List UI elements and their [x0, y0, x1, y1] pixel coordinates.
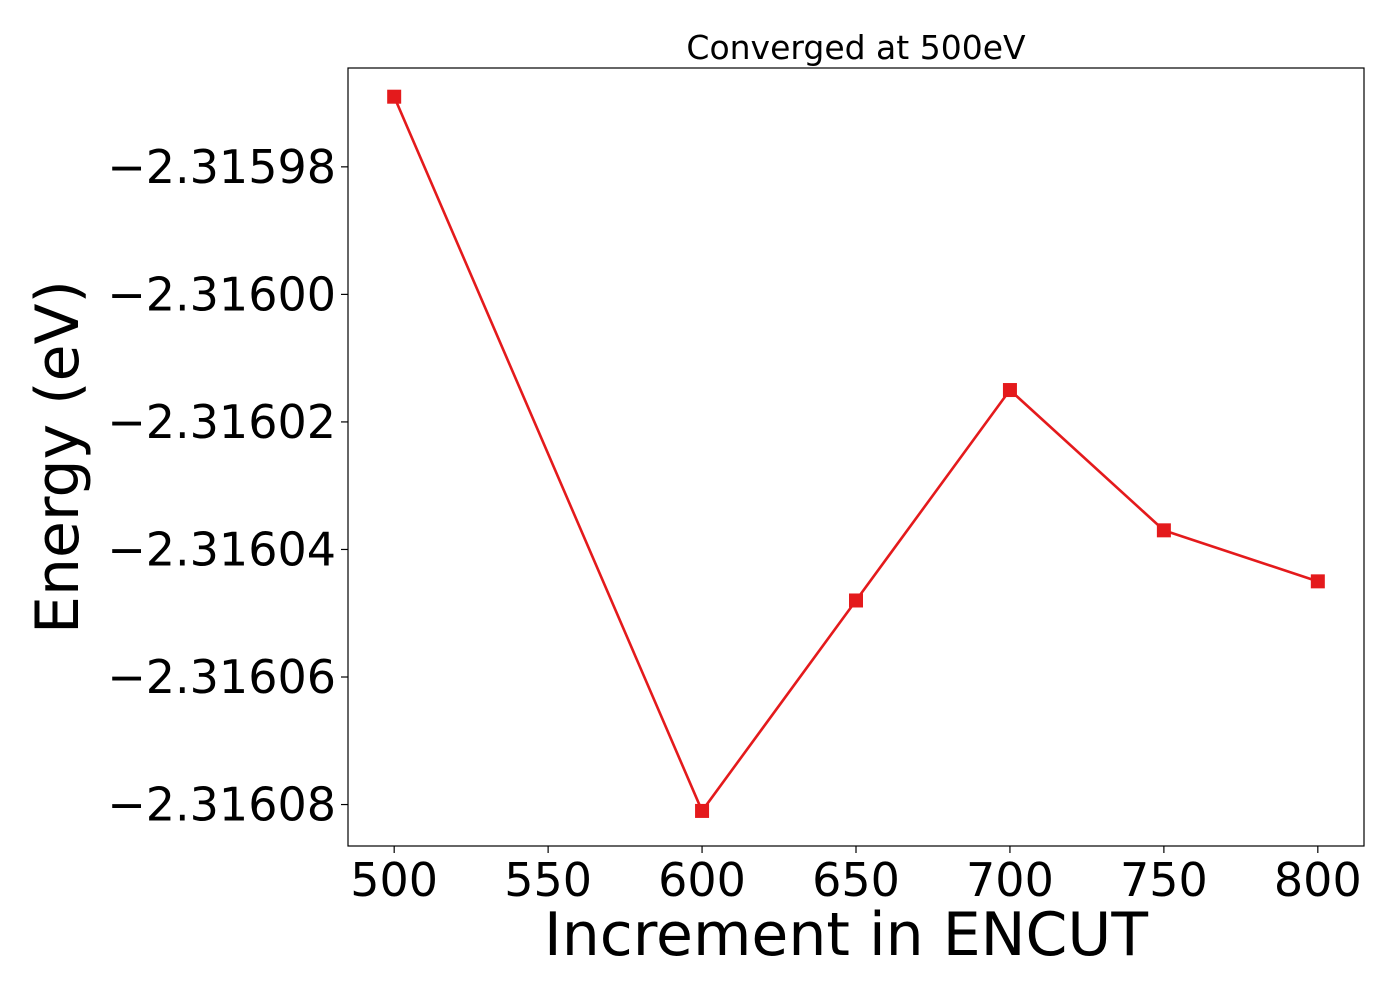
x-axis-label: Increment in ENCUT — [544, 900, 1148, 970]
chart-title: Converged at 500eV — [686, 28, 1026, 67]
x-tick-label: 700 — [966, 853, 1054, 907]
data-point-marker — [1156, 523, 1171, 538]
series-line — [392, 96, 1319, 813]
x-axis: 500 550 600 650 700 750 800 — [350, 846, 1362, 907]
x-tick-label: 800 — [1274, 853, 1362, 907]
plot-area-frame — [347, 67, 1365, 847]
y-tick-label: −2.31602 — [107, 395, 336, 449]
plot-series — [387, 89, 1325, 818]
y-axis: −2.31598 −2.31600 −2.31602 −2.31604 −2.31606… — [107, 140, 348, 832]
y-axis-label: Energy (eV) — [23, 280, 93, 634]
y-tick-label: −2.31606 — [107, 650, 336, 704]
y-tick-label: −2.31598 — [107, 140, 336, 194]
x-tick-label: 750 — [1120, 853, 1208, 907]
x-tick-label: 500 — [350, 853, 438, 907]
y-tick-label: −2.31600 — [107, 267, 336, 321]
x-tick-label: 650 — [812, 853, 900, 907]
y-tick-label: −2.31608 — [107, 778, 336, 832]
data-point-marker — [695, 803, 710, 818]
data-point-marker — [387, 89, 402, 104]
x-tick-label: 550 — [504, 853, 592, 907]
data-point-marker — [1002, 383, 1017, 398]
x-tick-label: 600 — [658, 853, 746, 907]
y-tick-label: −2.31604 — [107, 522, 336, 576]
data-point-marker — [849, 593, 863, 608]
data-point-marker — [1310, 574, 1325, 589]
